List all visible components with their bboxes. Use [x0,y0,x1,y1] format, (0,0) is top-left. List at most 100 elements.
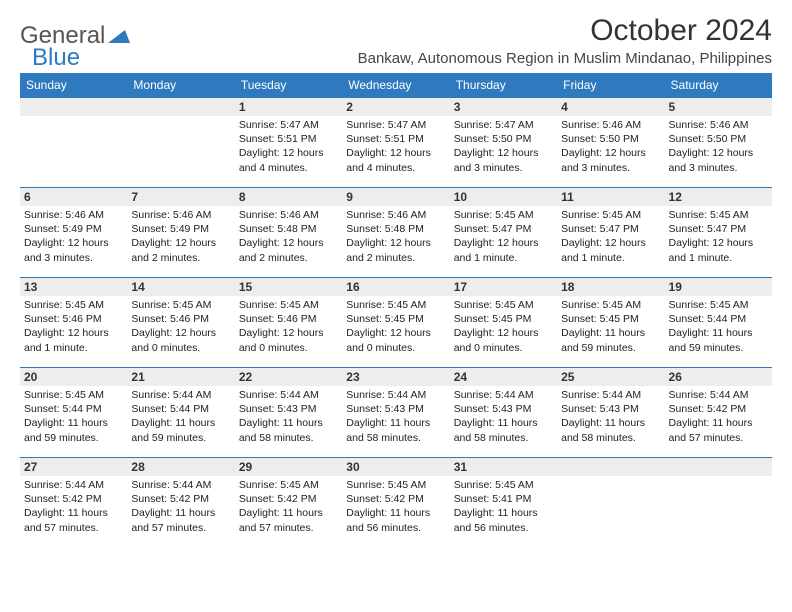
day-details: Sunrise: 5:44 AMSunset: 5:44 PMDaylight:… [131,388,230,445]
sunrise-text: Sunrise: 5:45 AM [561,208,660,222]
daylight-text: Daylight: 11 hours and 58 minutes. [561,416,660,444]
sunrise-text: Sunrise: 5:46 AM [561,118,660,132]
calendar-day-cell [20,98,127,188]
calendar-day-cell: 23Sunrise: 5:44 AMSunset: 5:43 PMDayligh… [342,368,449,458]
calendar-day-cell: 22 Sunrise: 5:44 AMSunset: 5:43 PMDayligh… [235,368,342,458]
sunrise-text: Sunrise: 5:45 AM [346,478,445,492]
daylight-text: Daylight: 11 hours and 58 minutes. [239,416,338,444]
day-number: 31 [450,458,557,476]
calendar-body: 1Sunrise: 5:47 AMSunset: 5:51 PMDaylight… [20,98,772,548]
day-details: Sunrise: 5:44 AMSunset: 5:43 PMDaylight:… [239,388,338,445]
calendar-day-cell: 12Sunrise: 5:45 AMSunset: 5:47 PMDayligh… [665,188,772,278]
sunset-text: Sunset: 5:46 PM [131,312,230,326]
sunrise-text: Sunrise: 5:45 AM [561,298,660,312]
calendar-week-row: 20Sunrise: 5:45 AMSunset: 5:44 PMDayligh… [20,368,772,458]
day-details: Sunrise: 5:45 AMSunset: 5:46 PMDaylight:… [24,298,123,355]
sunrise-text: Sunrise: 5:44 AM [561,388,660,402]
daylight-text: Daylight: 11 hours and 59 minutes. [561,326,660,354]
sunrise-text: Sunrise: 5:47 AM [239,118,338,132]
day-details: Sunrise: 5:45 AMSunset: 5:44 PMDaylight:… [24,388,123,445]
day-details: Sunrise: 5:45 AMSunset: 5:42 PMDaylight:… [346,478,445,535]
day-number: 27 [20,458,127,476]
day-details: Sunrise: 5:45 AMSunset: 5:47 PMDaylight:… [669,208,768,265]
day-details: Sunrise: 5:44 AMSunset: 5:43 PMDaylight:… [454,388,553,445]
day-details: Sunrise: 5:44 AMSunset: 5:42 PMDaylight:… [669,388,768,445]
column-header: Tuesday [235,73,342,98]
sunrise-text: Sunrise: 5:45 AM [24,298,123,312]
daylight-text: Daylight: 12 hours and 0 minutes. [131,326,230,354]
day-details: Sunrise: 5:46 AMSunset: 5:49 PMDaylight:… [131,208,230,265]
day-number: 13 [20,278,127,296]
day-number: 1 [235,98,342,116]
day-number: 18 [557,278,664,296]
day-details: Sunrise: 5:46 AMSunset: 5:48 PMDaylight:… [239,208,338,265]
calendar-day-cell: 8Sunrise: 5:46 AMSunset: 5:48 PMDaylight… [235,188,342,278]
sunset-text: Sunset: 5:42 PM [239,492,338,506]
calendar-day-cell: 2Sunrise: 5:47 AMSunset: 5:51 PMDaylight… [342,98,449,188]
sunrise-text: Sunrise: 5:45 AM [239,478,338,492]
sunrise-text: Sunrise: 5:44 AM [346,388,445,402]
calendar-day-cell: 7 Sunrise: 5:46 AMSunset: 5:49 PMDaylight… [127,188,234,278]
day-number: 7 [127,188,234,206]
sunset-text: Sunset: 5:49 PM [131,222,230,236]
sunrise-text: Sunrise: 5:44 AM [131,478,230,492]
day-details: Sunrise: 5:45 AMSunset: 5:47 PMDaylight:… [561,208,660,265]
daylight-text: Daylight: 12 hours and 4 minutes. [346,146,445,174]
sunrise-text: Sunrise: 5:46 AM [346,208,445,222]
day-details: Sunrise: 5:45 AMSunset: 5:44 PMDaylight:… [669,298,768,355]
daylight-text: Daylight: 11 hours and 59 minutes. [131,416,230,444]
sunrise-text: Sunrise: 5:45 AM [454,478,553,492]
day-number: 15 [235,278,342,296]
day-number: 22 [235,368,342,386]
daylight-text: Daylight: 11 hours and 59 minutes. [669,326,768,354]
day-number: 20 [20,368,127,386]
day-number: 24 [450,368,557,386]
calendar-day-cell [665,458,772,548]
calendar-day-cell: 17Sunrise: 5:45 AMSunset: 5:45 PMDayligh… [450,278,557,368]
day-number: 25 [557,368,664,386]
sunset-text: Sunset: 5:46 PM [24,312,123,326]
day-number: 26 [665,368,772,386]
daylight-text: Daylight: 12 hours and 1 minute. [24,326,123,354]
header: General October 2024 Bankaw, Autonomous … [20,14,772,67]
daylight-text: Daylight: 12 hours and 2 minutes. [239,236,338,264]
sunrise-text: Sunrise: 5:44 AM [669,388,768,402]
sunset-text: Sunset: 5:47 PM [669,222,768,236]
daylight-text: Daylight: 11 hours and 57 minutes. [24,506,123,534]
calendar-day-cell: 29Sunrise: 5:45 AMSunset: 5:42 PMDayligh… [235,458,342,548]
calendar-table: SundayMondayTuesdayWednesdayThursdayFrid… [20,73,772,548]
sunrise-text: Sunrise: 5:46 AM [24,208,123,222]
day-details: Sunrise: 5:46 AMSunset: 5:50 PMDaylight:… [669,118,768,175]
column-header: Monday [127,73,234,98]
sunset-text: Sunset: 5:51 PM [346,132,445,146]
calendar-day-cell [127,98,234,188]
day-details: Sunrise: 5:47 AMSunset: 5:50 PMDaylight:… [454,118,553,175]
calendar-week-row: 6Sunrise: 5:46 AMSunset: 5:49 PMDaylight… [20,188,772,278]
day-number: 16 [342,278,449,296]
day-number: 4 [557,98,664,116]
day-details: Sunrise: 5:45 AMSunset: 5:45 PMDaylight:… [454,298,553,355]
daylight-text: Daylight: 12 hours and 3 minutes. [24,236,123,264]
daylight-text: Daylight: 12 hours and 2 minutes. [131,236,230,264]
day-details: Sunrise: 5:44 AMSunset: 5:42 PMDaylight:… [131,478,230,535]
daylight-text: Daylight: 12 hours and 3 minutes. [454,146,553,174]
title-block: October 2024 Bankaw, Autonomous Region i… [358,14,772,67]
logo-text-blue: Blue [32,44,80,71]
day-number: 28 [127,458,234,476]
day-details: Sunrise: 5:46 AMSunset: 5:50 PMDaylight:… [561,118,660,175]
logo-triangle-icon [108,28,130,48]
calendar-day-cell: 16Sunrise: 5:45 AMSunset: 5:45 PMDayligh… [342,278,449,368]
calendar-day-cell: 13 Sunrise: 5:45 AMSunset: 5:46 PMDayligh… [20,278,127,368]
sunset-text: Sunset: 5:43 PM [239,402,338,416]
sunrise-text: Sunrise: 5:45 AM [24,388,123,402]
day-details: Sunrise: 5:45 AMSunset: 5:46 PMDaylight:… [239,298,338,355]
daylight-text: Daylight: 12 hours and 4 minutes. [239,146,338,174]
calendar-day-cell: 5Sunrise: 5:46 AMSunset: 5:50 PMDaylight… [665,98,772,188]
daylight-text: Daylight: 12 hours and 1 minute. [561,236,660,264]
day-number [127,98,234,116]
sunset-text: Sunset: 5:44 PM [24,402,123,416]
sunset-text: Sunset: 5:47 PM [454,222,553,236]
day-number: 19 [665,278,772,296]
sunset-text: Sunset: 5:43 PM [346,402,445,416]
day-details: Sunrise: 5:45 AMSunset: 5:41 PMDaylight:… [454,478,553,535]
